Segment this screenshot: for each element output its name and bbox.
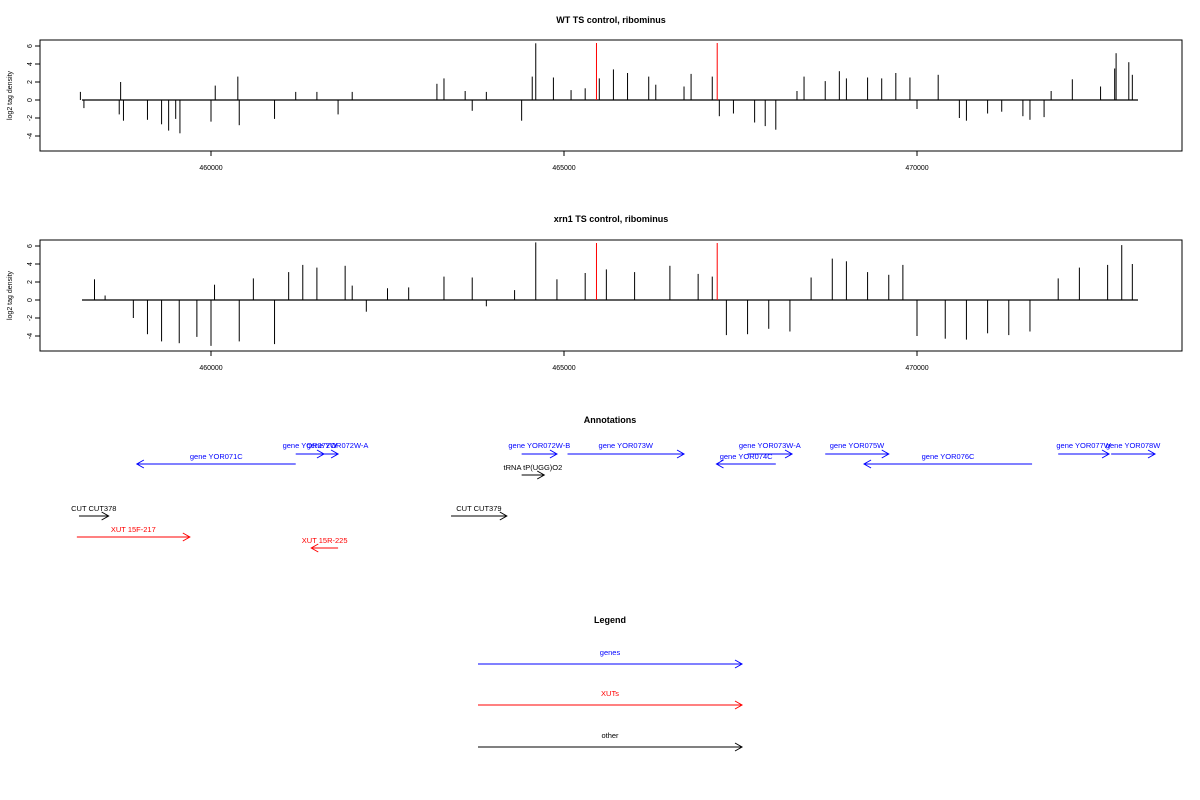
y-axis-label: log2 tag density: [7, 270, 14, 320]
bar-series: [94, 242, 1133, 346]
gene-arrow: gene YOR074C: [715, 452, 776, 469]
feature-label: gene YOR071C: [190, 452, 243, 461]
chart-panel-1: WT TS control, ribominus -4 -2 0 2 4 6 log2 tag…: [7, 15, 1183, 172]
y-tick-label: -2: [27, 315, 34, 321]
feature-arrow: CUT CUT379: [451, 504, 508, 521]
y-axis-label: log2 tag density: [7, 70, 14, 120]
feature-label: gene YOR073W-A: [739, 441, 801, 450]
gene-arrow: gene YOR075W: [825, 441, 890, 459]
y-tick-label: 6: [27, 44, 34, 48]
legend-label: genes: [600, 648, 621, 657]
y-tick-label: -4: [27, 133, 34, 139]
y-axis: -4 -2 0 2 4 6: [27, 244, 40, 339]
feature-label: tRNA tP(UGG)O2: [504, 463, 563, 472]
y-tick-label: 4: [27, 62, 34, 66]
gene-arrow: gene YOR072W-B: [508, 441, 570, 459]
feature-label: CUT CUT378: [71, 504, 116, 513]
legend-item-xuts: XUTs: [478, 689, 744, 710]
x-tick-label: 470000: [905, 165, 928, 172]
legend-item-other: other: [478, 731, 744, 752]
feature-label: gene YOR075W: [830, 441, 885, 450]
x-tick-label: 470000: [905, 365, 928, 372]
legend: Legend genes XUTs other: [478, 615, 744, 752]
annotations-title: Annotations: [584, 415, 637, 425]
y-tick-label: 2: [27, 280, 34, 284]
x-tick-label: 460000: [199, 365, 222, 372]
legend-title: Legend: [594, 615, 626, 625]
legend-label: XUTs: [601, 689, 619, 698]
feature-label: XUT 15R-225: [302, 536, 348, 545]
y-tick-label: -2: [27, 115, 34, 121]
legend-item-genes: genes: [478, 648, 744, 669]
x-axis: 460000 465000 470000: [199, 351, 929, 372]
y-tick-label: 2: [27, 80, 34, 84]
plot-frame: [39, 239, 1183, 352]
y-tick-label: 0: [27, 298, 34, 302]
y-tick-label: 6: [27, 244, 34, 248]
chart-title: WT TS control, ribominus: [556, 15, 666, 25]
y-tick-label: 0: [27, 98, 34, 102]
feature-label: gene YOR076C: [922, 452, 975, 461]
bar-series: [79, 43, 1133, 134]
chart-title: xrn1 TS control, ribominus: [554, 214, 669, 224]
x-axis: 460000 465000 470000: [199, 151, 929, 172]
feature-label: CUT CUT379: [456, 504, 501, 513]
gene-arrow: gene YOR072W-A: [307, 441, 369, 459]
feature-label: gene YOR072W: [283, 441, 338, 450]
feature-label: gene YOR077W: [1056, 441, 1111, 450]
gene-arrow: gene YOR073W: [567, 441, 686, 459]
plot-frame: [39, 39, 1183, 152]
feature-label: gene YOR074C: [720, 452, 773, 461]
feature-label: gene YOR073W: [599, 441, 654, 450]
y-tick-label: 4: [27, 262, 34, 266]
gene-arrow: gene YOR071C: [135, 452, 296, 469]
xut-arrow: XUT 15F-217: [76, 525, 191, 542]
x-tick-label: 460000: [199, 165, 222, 172]
x-tick-label: 465000: [552, 165, 575, 172]
feature-label: gene YOR078W: [1106, 441, 1161, 450]
gene-arrow: gene YOR076C: [863, 452, 1033, 469]
y-tick-label: -4: [27, 333, 34, 339]
gene-arrow: gene YOR078W: [1106, 441, 1161, 459]
chart-panel-2: xrn1 TS control, ribominus -4 -2 0 2 4 6 log2 t…: [7, 214, 1183, 372]
legend-label: other: [601, 731, 619, 740]
feature-arrow: tRNA tP(UGG)O2: [504, 463, 563, 480]
xut-arrow: XUT 15R-225: [302, 536, 348, 553]
feature-label: gene YOR072W-B: [508, 441, 570, 450]
feature-label: XUT 15F-217: [111, 525, 156, 534]
gene-arrow: gene YOR073W-A: [739, 441, 801, 459]
gene-arrow: gene YOR077W: [1056, 441, 1112, 459]
y-axis: -4 -2 0 2 4 6: [27, 44, 40, 139]
x-tick-label: 465000: [552, 365, 575, 372]
feature-label: gene YOR072W-A: [307, 441, 369, 450]
feature-arrow: CUT CUT378: [71, 504, 116, 521]
